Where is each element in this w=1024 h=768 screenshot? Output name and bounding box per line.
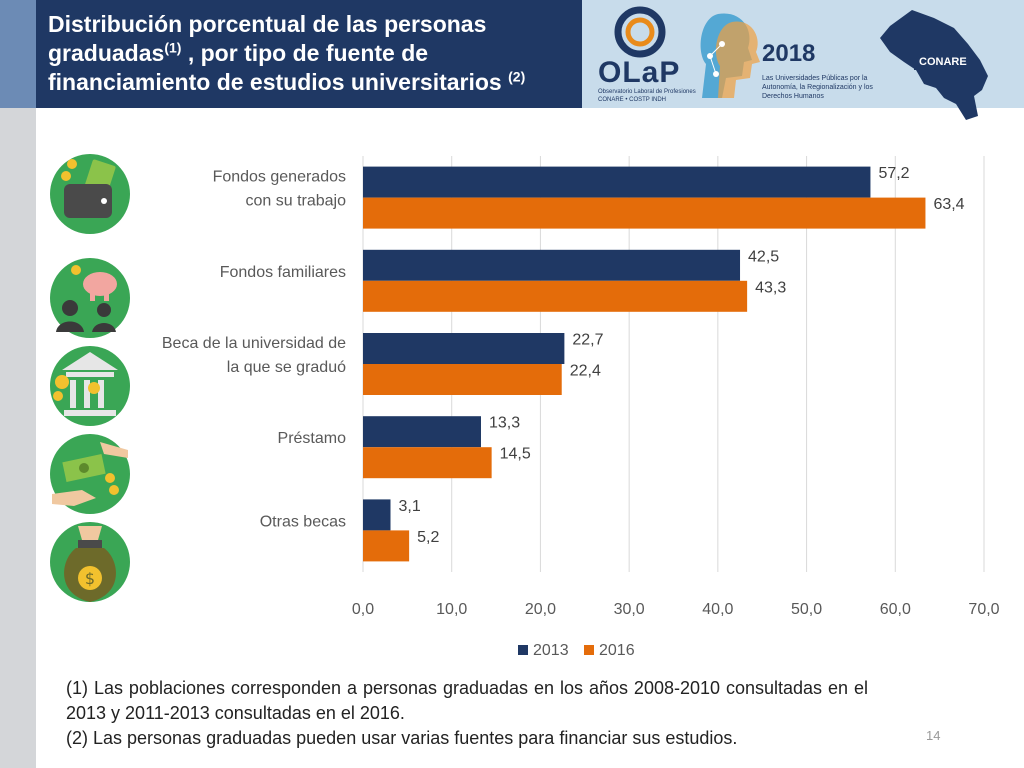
university-coins-icon	[50, 346, 130, 426]
bar-2016	[363, 530, 410, 562]
x-tick-label: 70,0	[968, 601, 999, 618]
family-piggy-bank-icon	[50, 258, 130, 338]
data-label: 22,7	[572, 332, 603, 349]
slide-title: Distribución porcentual de las personas …	[48, 10, 578, 97]
wallet-icon	[50, 154, 130, 234]
x-tick-label: 20,0	[525, 601, 556, 618]
olap-logo-subtitle: Observatorio Laboral de Profesiones CONA…	[598, 89, 696, 103]
category-label: Otras becas	[260, 513, 346, 530]
category-label: Beca de la universidad de	[162, 335, 346, 352]
title-line-2b: , por tipo de fuente de	[181, 40, 429, 66]
legend-label: 2016	[599, 642, 635, 659]
bar-2013	[363, 416, 481, 448]
footnote-1: (1) Las poblaciones corresponden a perso…	[66, 678, 868, 723]
data-label: 42,5	[748, 248, 779, 265]
x-tick-label: 60,0	[880, 601, 911, 618]
data-label: 13,3	[489, 415, 520, 432]
title-footnote-1: (1)	[164, 39, 182, 56]
page-number: 14	[926, 728, 941, 743]
data-label: 22,4	[570, 363, 601, 380]
money-bag-icon: $	[50, 522, 130, 602]
data-label: 14,5	[500, 446, 531, 463]
bar-2016	[363, 197, 926, 229]
data-label: 57,2	[878, 165, 909, 182]
loan-money-icon	[50, 434, 130, 514]
category-label: la que se graduó	[227, 359, 346, 376]
bar-2013	[363, 249, 741, 281]
legend-label: 2013	[533, 642, 569, 659]
side-strip	[0, 0, 36, 768]
data-label: 43,3	[755, 279, 786, 296]
data-label: 5,2	[417, 529, 439, 546]
x-tick-label: 0,0	[352, 601, 374, 618]
svg-text:$: $	[85, 569, 95, 588]
x-tick-label: 30,0	[614, 601, 645, 618]
legend-swatch-2016	[584, 645, 594, 655]
bar-2013	[363, 499, 391, 531]
profiles-network-icon	[700, 13, 760, 98]
olap-logo-text: OLaP	[598, 56, 681, 89]
logo-band: OLaP Observatorio Laboral de Profesiones…	[582, 0, 1024, 120]
anniversary-subtitle: Las Universidades Públicas por la Autono…	[762, 75, 873, 100]
bar-2016	[363, 280, 748, 312]
anniversary-year: 2018	[762, 40, 816, 67]
x-tick-label: 40,0	[702, 601, 733, 618]
side-accent	[0, 0, 36, 108]
conare-logo: CONARE	[914, 54, 972, 70]
bar-2013	[363, 333, 565, 364]
data-label: 63,4	[933, 196, 964, 213]
title-line-3: financiamiento de estudios universitario…	[48, 69, 509, 95]
title-line-2a: graduadas	[48, 40, 165, 66]
footnote-2: (2) Las personas graduadas pueden usar v…	[66, 728, 738, 748]
data-label: 3,1	[399, 498, 421, 515]
bar-chart: 0,0 10,0 20,0 30,0 40,0 50,0 60,0 70,0 Fondos ge…	[162, 156, 1000, 659]
footnotes: (1) Las poblaciones corresponden a perso…	[66, 676, 868, 751]
category-label: Fondos familiares	[220, 264, 346, 281]
bar-2013	[363, 166, 871, 198]
category-label: Préstamo	[278, 430, 347, 447]
legend-swatch-2013	[518, 645, 528, 655]
x-tick-label: 10,0	[436, 601, 467, 618]
bar-2016	[363, 447, 492, 479]
category-label: con su trabajo	[245, 193, 346, 210]
title-line-1: Distribución porcentual de las personas	[48, 11, 487, 37]
bar-2016	[363, 364, 562, 395]
olap-logo-icon	[614, 6, 666, 58]
title-footnote-2: (2)	[508, 68, 526, 85]
title-banner: Distribución porcentual de las personas …	[36, 0, 582, 108]
x-tick-label: 50,0	[791, 601, 822, 618]
category-label: Fondos generados	[213, 169, 346, 186]
